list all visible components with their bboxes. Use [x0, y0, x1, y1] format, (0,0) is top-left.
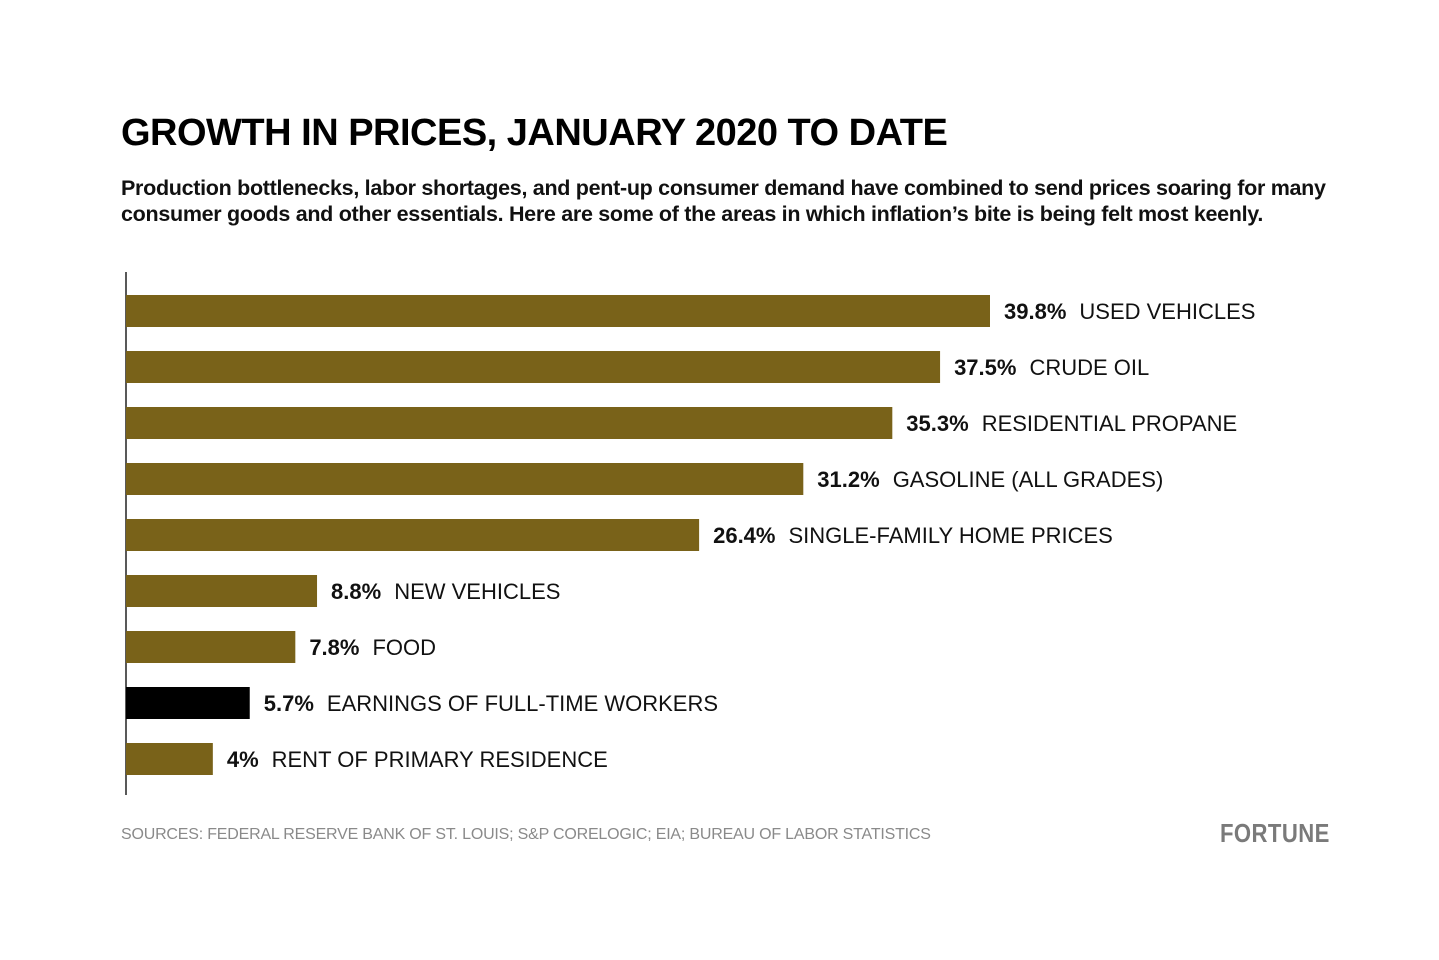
bar-category-label: FOOD	[372, 635, 436, 660]
bar-value-label: 39.8%	[1004, 299, 1066, 324]
bar-value-label: 5.7%	[264, 691, 314, 716]
bar-category-label: GASOLINE (ALL GRADES)	[893, 467, 1164, 492]
bar-category-label: RESIDENTIAL PROPANE	[982, 411, 1238, 436]
bar-value-label: 37.5%	[954, 355, 1016, 380]
chart-subtitle: Production bottlenecks, labor shortages,…	[121, 176, 1326, 226]
bar-value-label: 35.3%	[906, 411, 968, 436]
bar-category-label: CRUDE OIL	[1029, 355, 1149, 380]
bar-crude-oil	[126, 351, 941, 383]
bar-residential-propane	[126, 407, 893, 439]
bar-single-family-home-prices	[126, 519, 700, 551]
bar-value-label: 31.2%	[817, 467, 879, 492]
bar-value-label: 8.8%	[331, 579, 381, 604]
bar-food	[126, 631, 296, 663]
source-note: SOURCES: FEDERAL RESERVE BANK OF ST. LOU…	[121, 826, 931, 843]
bar-value-label: 7.8%	[309, 635, 359, 660]
bar-rent-of-primary-residence	[126, 743, 213, 775]
chart-title: GROWTH IN PRICES, JANUARY 2020 TO DATE	[121, 112, 948, 154]
bar-value-label: 4%	[227, 747, 259, 772]
bar-category-label: NEW VEHICLES	[394, 579, 560, 604]
bar-category-label: EARNINGS OF FULL-TIME WORKERS	[327, 691, 718, 716]
bar-earnings-of-full-time-workers	[126, 687, 250, 719]
bar-value-label: 26.4%	[713, 523, 775, 548]
bar-gasoline-all-grades	[126, 463, 804, 495]
bar-category-label: RENT OF PRIMARY RESIDENCE	[272, 747, 608, 772]
fortune-logo: FORTUNE	[1220, 818, 1330, 848]
bar-category-label: USED VEHICLES	[1079, 299, 1255, 324]
bar-used-vehicles	[126, 295, 990, 327]
bar-category-label: SINGLE-FAMILY HOME PRICES	[788, 523, 1112, 548]
bar-new-vehicles	[126, 575, 318, 607]
